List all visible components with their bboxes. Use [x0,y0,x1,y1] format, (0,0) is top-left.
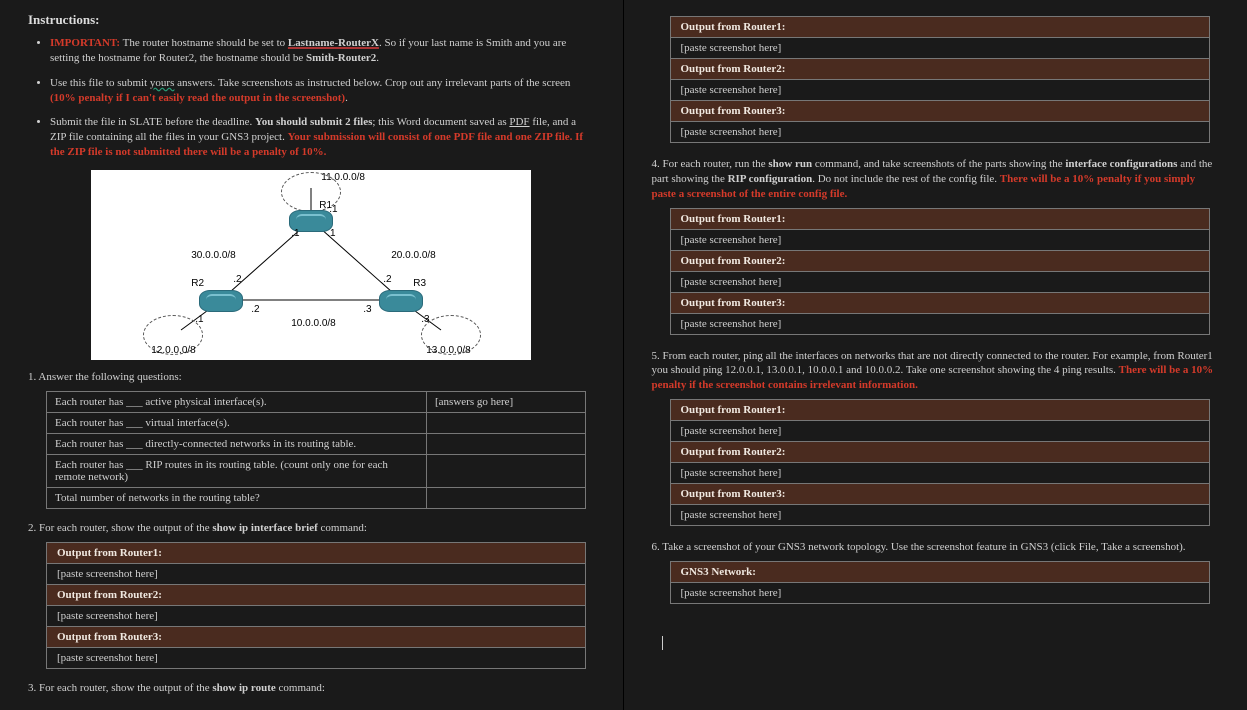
screenshot-placeholder[interactable]: [paste screenshot here] [670,505,1209,526]
screenshot-placeholder[interactable]: [paste screenshot here] [670,229,1209,250]
q1-question: Total number of networks in the routing … [47,487,427,508]
net-label: 30.0.0.0/8 [191,250,235,261]
screenshot-placeholder[interactable]: [paste screenshot here] [670,313,1209,334]
net-label: 11.0.0.0/8 [321,172,365,183]
screenshot-placeholder[interactable]: [paste screenshot here] [47,563,586,584]
output-header: Output from Router3: [670,292,1209,313]
net-label: 13.0.0.0/8 [426,345,470,356]
output-header: Output from Router2: [670,59,1209,80]
output-header: Output from Router3: [47,626,586,647]
q1-question: Each router has ___ directly-connected n… [47,433,427,454]
q1-table: Each router has ___ active physical inte… [46,391,586,509]
screenshot-placeholder[interactable]: [paste screenshot here] [670,271,1209,292]
q4-output-table: Output from Router1: [paste screenshot h… [670,208,1210,335]
output-header: Output from Router3: [670,484,1209,505]
output-header: Output from Router1: [670,17,1209,38]
instructions-heading: Instructions: [28,12,595,28]
q1-answer[interactable]: [answers go here] [427,391,586,412]
output-header: Output from Router1: [670,400,1209,421]
q5-intro: 5. From each router, ping all the interf… [652,349,1220,394]
output-header: Output from Router3: [670,101,1209,122]
router-label: R2 [191,278,204,289]
output-header: Output from Router2: [670,250,1209,271]
screenshot-placeholder[interactable]: [paste screenshot here] [670,122,1209,143]
q6-output-table: GNS3 Network: [paste screenshot here] [670,561,1210,604]
text-cursor [662,636,663,650]
bullet-3: Submit the file in SLATE before the dead… [50,115,595,160]
q2-output-table: Output from Router1: [paste screenshot h… [46,542,586,669]
router-label: R3 [413,278,426,289]
q1-question: Each router has ___ RIP routes in its ro… [47,454,427,487]
q1-answer[interactable] [427,454,586,487]
output-header: Output from Router2: [47,584,586,605]
q1-intro: 1. Answer the following questions: [28,370,595,385]
bullet-2: Use this file to submit yours answers. T… [50,76,595,106]
screenshot-placeholder[interactable]: [paste screenshot here] [670,463,1209,484]
q6-intro: 6. Take a screenshot of your GNS3 networ… [652,540,1220,555]
q1-answer[interactable] [427,487,586,508]
q1-answer[interactable] [427,412,586,433]
screenshot-placeholder[interactable]: [paste screenshot here] [670,582,1209,603]
router-icon [199,290,243,312]
q3-output-table: Output from Router1: [paste screenshot h… [670,16,1210,143]
net-label: 20.0.0.0/8 [391,250,435,261]
q3-intro: 3. For each router, show the output of t… [28,681,595,696]
screenshot-placeholder[interactable]: [paste screenshot here] [47,647,586,668]
q1-answer[interactable] [427,433,586,454]
q2-intro: 2. For each router, show the output of t… [28,521,595,536]
screenshot-placeholder[interactable]: [paste screenshot here] [670,421,1209,442]
net-label: 10.0.0.0/8 [291,318,335,329]
bullet-1: IMPORTANT: The router hostname should be… [50,36,595,66]
instructions-list: IMPORTANT: The router hostname should be… [28,36,595,160]
output-header: Output from Router1: [670,208,1209,229]
q1-question: Each router has ___ active physical inte… [47,391,427,412]
output-header: GNS3 Network: [670,561,1209,582]
q1-question: Each router has ___ virtual interface(s)… [47,412,427,433]
q5-output-table: Output from Router1: [paste screenshot h… [670,399,1210,526]
output-header: Output from Router2: [670,442,1209,463]
router-icon [379,290,423,312]
page-right: Output from Router1: [paste screenshot h… [624,0,1247,710]
screenshot-placeholder[interactable]: [paste screenshot here] [47,605,586,626]
page-left: Instructions: IMPORTANT: The router host… [0,0,624,710]
network-diagram: 11.0.0.0/8 20.0.0.0/8 30.0.0.0/8 10.0.0.… [91,170,531,360]
screenshot-placeholder[interactable]: [paste screenshot here] [670,38,1209,59]
output-header: Output from Router1: [47,542,586,563]
screenshot-placeholder[interactable]: [paste screenshot here] [670,80,1209,101]
q4-intro: 4. For each router, run the show run com… [652,157,1220,202]
net-label: 12.0.0.0/8 [151,345,195,356]
important-label: IMPORTANT: [50,37,120,49]
